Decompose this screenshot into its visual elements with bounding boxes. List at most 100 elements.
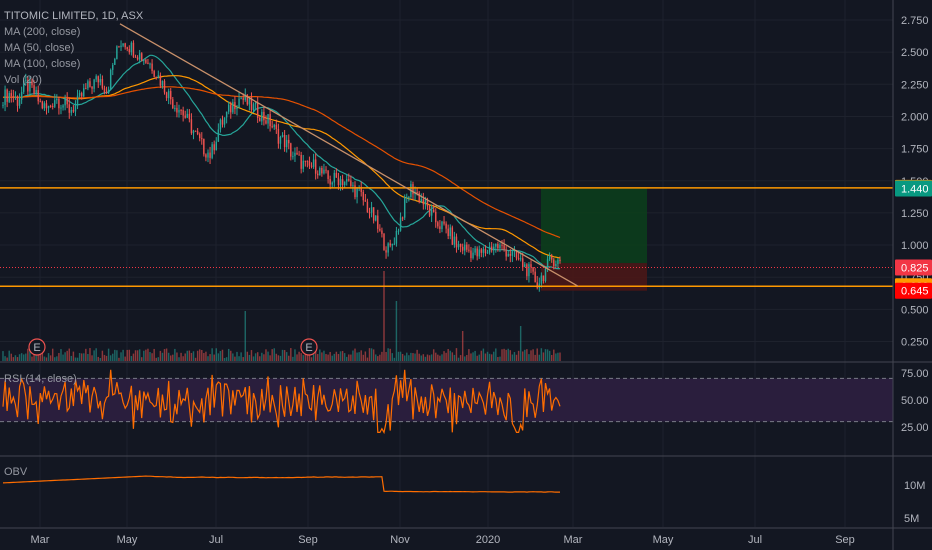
volume-bar (25, 353, 27, 361)
volume-bar (538, 354, 541, 361)
candle-body (435, 211, 437, 223)
volume-bar (198, 349, 201, 361)
candle-body (87, 81, 89, 89)
candle-body (265, 120, 267, 124)
candle-body (304, 160, 307, 162)
price-axis[interactable]: 2.7502.5002.2502.0001.7501.5001.2501.000… (895, 15, 932, 525)
volume-bar (35, 350, 37, 361)
volume-bar (503, 348, 505, 361)
volume-bar (319, 349, 321, 361)
candle-body (424, 199, 427, 205)
candle-body (298, 154, 300, 156)
candle-body (493, 246, 495, 251)
candle-body (526, 264, 528, 277)
legend-ma100[interactable]: MA (100, close) (4, 58, 81, 70)
candle-body (317, 173, 319, 176)
volume-bar (505, 349, 507, 361)
volume-bar (157, 357, 160, 361)
volume-bar (159, 350, 162, 361)
candle-body (528, 264, 530, 277)
candle-body (178, 109, 180, 113)
volume-bar (78, 353, 81, 361)
candle-body (149, 63, 151, 65)
volume-bar (163, 349, 166, 361)
candle-body (457, 243, 460, 248)
volume-bar (532, 349, 534, 361)
candle-body (223, 117, 226, 125)
rsi-label[interactable]: RSI (14, close) (4, 373, 77, 385)
candle-body (4, 89, 6, 105)
candle-body (192, 130, 195, 134)
candle-body (430, 209, 433, 216)
candle-body (517, 258, 520, 260)
candle-body (236, 107, 238, 110)
candle-body (530, 264, 532, 268)
volume-bar (207, 356, 209, 361)
volume-bar (256, 352, 259, 361)
volume-bar (281, 349, 284, 361)
volume-bar (555, 353, 557, 361)
volume-bar (194, 357, 197, 361)
candle-body (163, 80, 166, 93)
candle-body (339, 179, 342, 186)
volume-bar (141, 357, 143, 361)
legend-ma200[interactable]: MA (200, close) (4, 26, 81, 38)
volume-bar (190, 352, 193, 361)
volume-bar (470, 353, 472, 361)
volume-bar (377, 356, 379, 361)
volume-bar (352, 350, 354, 361)
candle-body (105, 92, 108, 94)
price-badge (895, 259, 932, 276)
legend-ma50[interactable]: MA (50, close) (4, 42, 75, 54)
candle-body (29, 80, 31, 92)
volume-bar (374, 354, 377, 361)
candle-body (155, 76, 157, 78)
volume-bar (134, 350, 137, 361)
legend-vol[interactable]: Vol (20) (4, 74, 42, 86)
volume-bar (406, 352, 408, 361)
candle-body (248, 97, 251, 105)
candle-body (447, 228, 449, 237)
volume-bar (143, 350, 145, 361)
volume-bar (29, 349, 31, 361)
volume-bar (360, 350, 362, 361)
price-tick-label: 0.500 (901, 304, 929, 316)
price-tick-label: 1.000 (901, 240, 929, 252)
candle-body (70, 109, 73, 113)
volume-bar (265, 349, 267, 361)
volume-bar (526, 349, 528, 361)
candle-body (482, 249, 485, 253)
trendline[interactable] (119, 23, 579, 287)
candle-body (544, 268, 547, 281)
candle-body (263, 111, 265, 121)
volume-bar (116, 350, 118, 361)
candle-body (109, 69, 112, 90)
time-axis[interactable]: Mar May Jul Sep Nov 2020 Mar May Jul Sep (31, 534, 855, 546)
volume-bar (310, 357, 313, 361)
candle-body (14, 96, 17, 98)
volume-bar (339, 351, 342, 361)
volume-bar (31, 356, 33, 361)
volume-bar (126, 349, 128, 361)
candle-body (474, 248, 476, 253)
candle-body (64, 98, 66, 106)
long-position-tool[interactable] (541, 187, 647, 291)
obv-label[interactable]: OBV (4, 466, 28, 478)
candle-body (47, 105, 50, 109)
horizontal-levels[interactable] (0, 187, 893, 287)
candle-body (524, 264, 526, 267)
candle-body (209, 152, 211, 158)
candle-body (497, 244, 499, 249)
candle-body (232, 102, 234, 113)
volume-bar (151, 353, 153, 361)
symbol-title[interactable]: TITOMIC LIMITED, 1D, ASX (4, 10, 144, 22)
time-tick-label: May (653, 534, 674, 546)
volume-bar (354, 348, 356, 361)
volume-bar (138, 349, 141, 361)
candle-body (78, 93, 81, 96)
candle-body (22, 80, 25, 92)
volume-bar (524, 349, 526, 361)
